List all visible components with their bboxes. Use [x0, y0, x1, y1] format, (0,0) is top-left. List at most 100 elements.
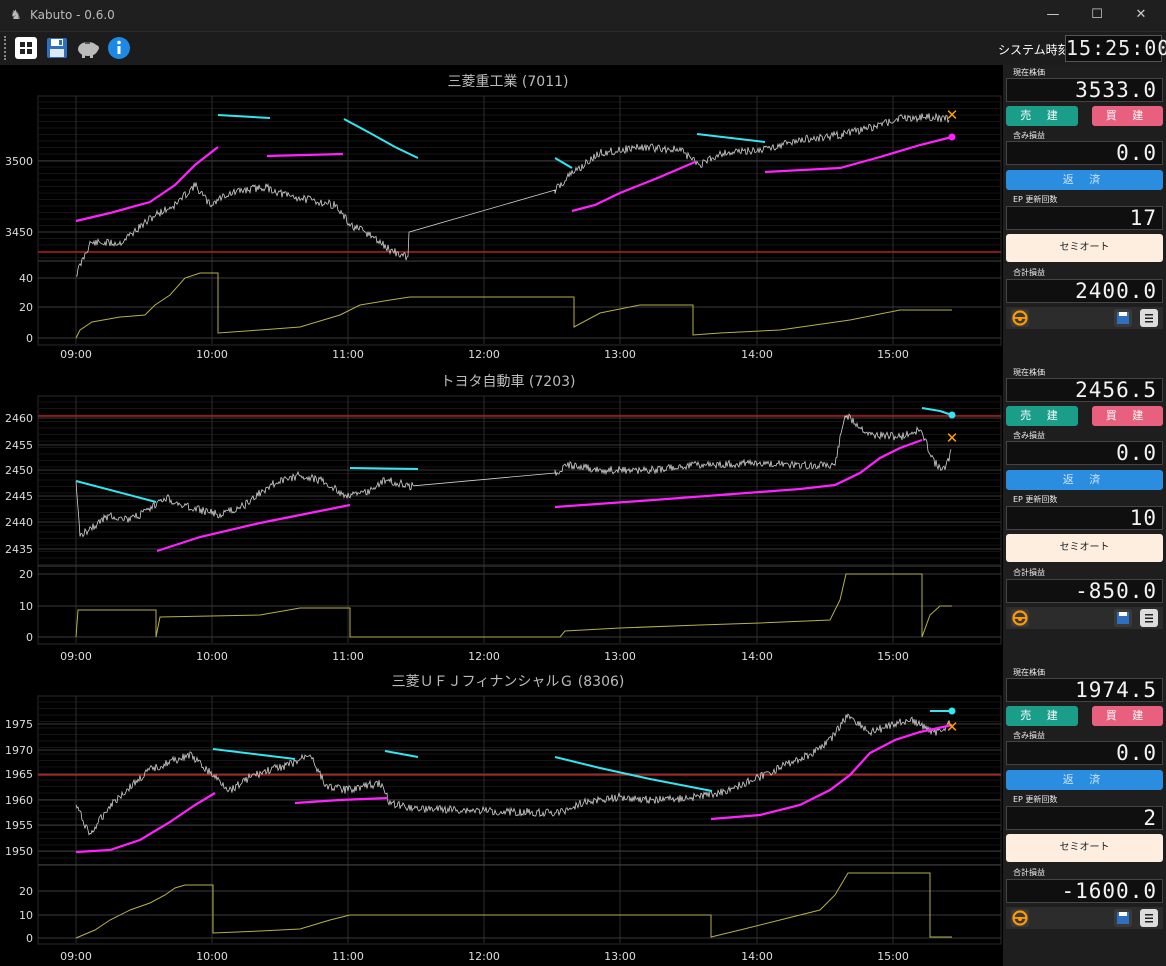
trend-line-cyan	[384, 750, 419, 758]
panel-footer	[1006, 907, 1163, 929]
steering-wheel-icon[interactable]	[1011, 909, 1029, 927]
time-tick-label: 12:00	[468, 348, 500, 361]
semi-auto-button[interactable]: セミオート	[1006, 534, 1163, 562]
toolbar-grip[interactable]	[4, 36, 7, 60]
plot-frame	[37, 695, 1002, 945]
price-label: 現在株価	[1013, 68, 1045, 77]
list-icon[interactable]	[1140, 309, 1158, 327]
volume-tick-label: 0	[26, 332, 33, 345]
stock-panel-1: トヨタ自動車 (7203) 2460 2455 2450 2445 2440 2435 20 1…	[5, 373, 1002, 663]
volume-tick-label: 20	[19, 885, 33, 898]
time-tick-label: 09:00	[60, 950, 92, 963]
time-tick-label: 14:00	[741, 650, 773, 663]
save-icon[interactable]	[1114, 609, 1132, 627]
price-tick-label: 2450	[5, 464, 33, 477]
trend-line-cyan	[75, 480, 157, 503]
repay-button[interactable]: 返 済	[1006, 470, 1163, 490]
unrealized-label: 含み損益	[1013, 431, 1045, 440]
price-line	[75, 413, 952, 538]
time-tick-label: 09:00	[60, 348, 92, 361]
side-panel-7011: 現在株価 3533.0 売 建 買 建 含み損益 0.0 返 済 EP 更新回数…	[1003, 65, 1166, 365]
grid-icon[interactable]	[14, 36, 38, 60]
trend-line-cyan	[349, 467, 419, 470]
app-title: Kabuto - 0.6.0	[30, 8, 115, 22]
unrealized-label: 含み損益	[1013, 731, 1045, 740]
cross-marker: ✕	[946, 718, 959, 736]
volume-line	[75, 872, 952, 939]
trend-line-cyan	[217, 114, 271, 119]
trend-line-magenta	[266, 152, 344, 158]
time-tick-label: 15:00	[877, 348, 909, 361]
ep-label: EP 更新回数	[1013, 495, 1058, 504]
ep-count: 10	[1006, 506, 1163, 530]
side-panel-8306: 現在株価 1974.5 売 建 買 建 含み損益 0.0 返 済 EP 更新回数…	[1003, 665, 1166, 966]
chart-area: 三菱重工業 (7011) 3500 3450 40 20 0 09:00 10:00 11:00…	[0, 65, 1003, 966]
time-tick-label: 12:00	[468, 950, 500, 963]
save-icon[interactable]	[1114, 309, 1132, 327]
buy-button[interactable]: 買 建	[1092, 406, 1163, 426]
semi-auto-button[interactable]: セミオート	[1006, 234, 1163, 262]
panel-title: トヨタ自動車 (7203)	[440, 373, 575, 390]
save-icon[interactable]	[1114, 909, 1132, 927]
unrealized-label: 含み損益	[1013, 131, 1045, 140]
panel-footer	[1006, 307, 1163, 329]
volume-tick-label: 20	[19, 568, 33, 581]
sell-button[interactable]: 売 建	[1006, 106, 1078, 126]
time-tick-label: 11:00	[332, 650, 364, 663]
semi-auto-button[interactable]: セミオート	[1006, 834, 1163, 862]
time-tick-label: 14:00	[741, 348, 773, 361]
plot-frame	[37, 95, 1002, 346]
cross-marker: ✕	[946, 106, 959, 124]
minimize-button[interactable]: —	[1046, 7, 1060, 22]
panel-title: 三菱ＵＦＪフィナンシャルＧ (8306)	[392, 674, 625, 690]
current-price: 1974.5	[1006, 678, 1163, 702]
repay-button[interactable]: 返 済	[1006, 170, 1163, 190]
trend-line-magenta	[554, 438, 923, 509]
list-icon[interactable]	[1140, 609, 1158, 627]
time-tick-label: 09:00	[60, 650, 92, 663]
volume-tick-label: 0	[26, 631, 33, 644]
price-tick-label: 3450	[5, 226, 33, 239]
total-label: 合計損益	[1013, 868, 1045, 877]
time-tick-label: 13:00	[604, 650, 636, 663]
buy-button[interactable]: 買 建	[1092, 706, 1163, 726]
price-label: 現在株価	[1013, 368, 1045, 377]
maximize-button[interactable]: ☐	[1091, 7, 1103, 22]
title-bar: ♞ Kabuto - 0.6.0 — ☐ ✕	[0, 0, 1166, 32]
panel-title: 三菱重工業 (7011)	[447, 74, 568, 90]
sell-button[interactable]: 売 建	[1006, 406, 1078, 426]
system-time-label: システム時刻	[998, 43, 1070, 57]
sell-button[interactable]: 売 建	[1006, 706, 1078, 726]
system-time-display: 15:25:00	[1065, 35, 1166, 62]
info-icon[interactable]	[107, 36, 131, 60]
current-price: 3533.0	[1006, 78, 1163, 102]
total-pnl: -850.0	[1006, 579, 1163, 603]
time-tick-label: 10:00	[196, 348, 228, 361]
price-tick-label: 2460	[5, 412, 33, 425]
close-button[interactable]: ✕	[1135, 7, 1147, 22]
steering-wheel-icon[interactable]	[1011, 609, 1029, 627]
price-tick-label: 2440	[5, 516, 33, 529]
trend-line-magenta	[156, 503, 351, 553]
trend-line-magenta	[294, 796, 389, 805]
trend-line-cyan	[554, 756, 713, 792]
panel-footer	[1006, 607, 1163, 629]
price-tick-label: 2445	[5, 490, 33, 503]
time-tick-label: 14:00	[741, 950, 773, 963]
ep-label: EP 更新回数	[1013, 195, 1058, 204]
current-price: 2456.5	[1006, 378, 1163, 402]
repay-button[interactable]: 返 済	[1006, 770, 1163, 790]
volume-tick-label: 10	[19, 909, 33, 922]
list-icon[interactable]	[1140, 909, 1158, 927]
steering-wheel-icon[interactable]	[1011, 309, 1029, 327]
ep-count: 17	[1006, 206, 1163, 230]
save-icon[interactable]	[45, 36, 69, 60]
trend-line-magenta	[75, 146, 219, 223]
trend-line-cyan	[921, 407, 953, 416]
plot-frame	[37, 395, 1002, 645]
volume-line	[75, 272, 952, 339]
cyan-marker	[948, 411, 956, 419]
cross-marker: ✕	[946, 429, 959, 447]
buy-button[interactable]: 買 建	[1092, 106, 1163, 126]
piggy-icon[interactable]	[75, 36, 99, 60]
